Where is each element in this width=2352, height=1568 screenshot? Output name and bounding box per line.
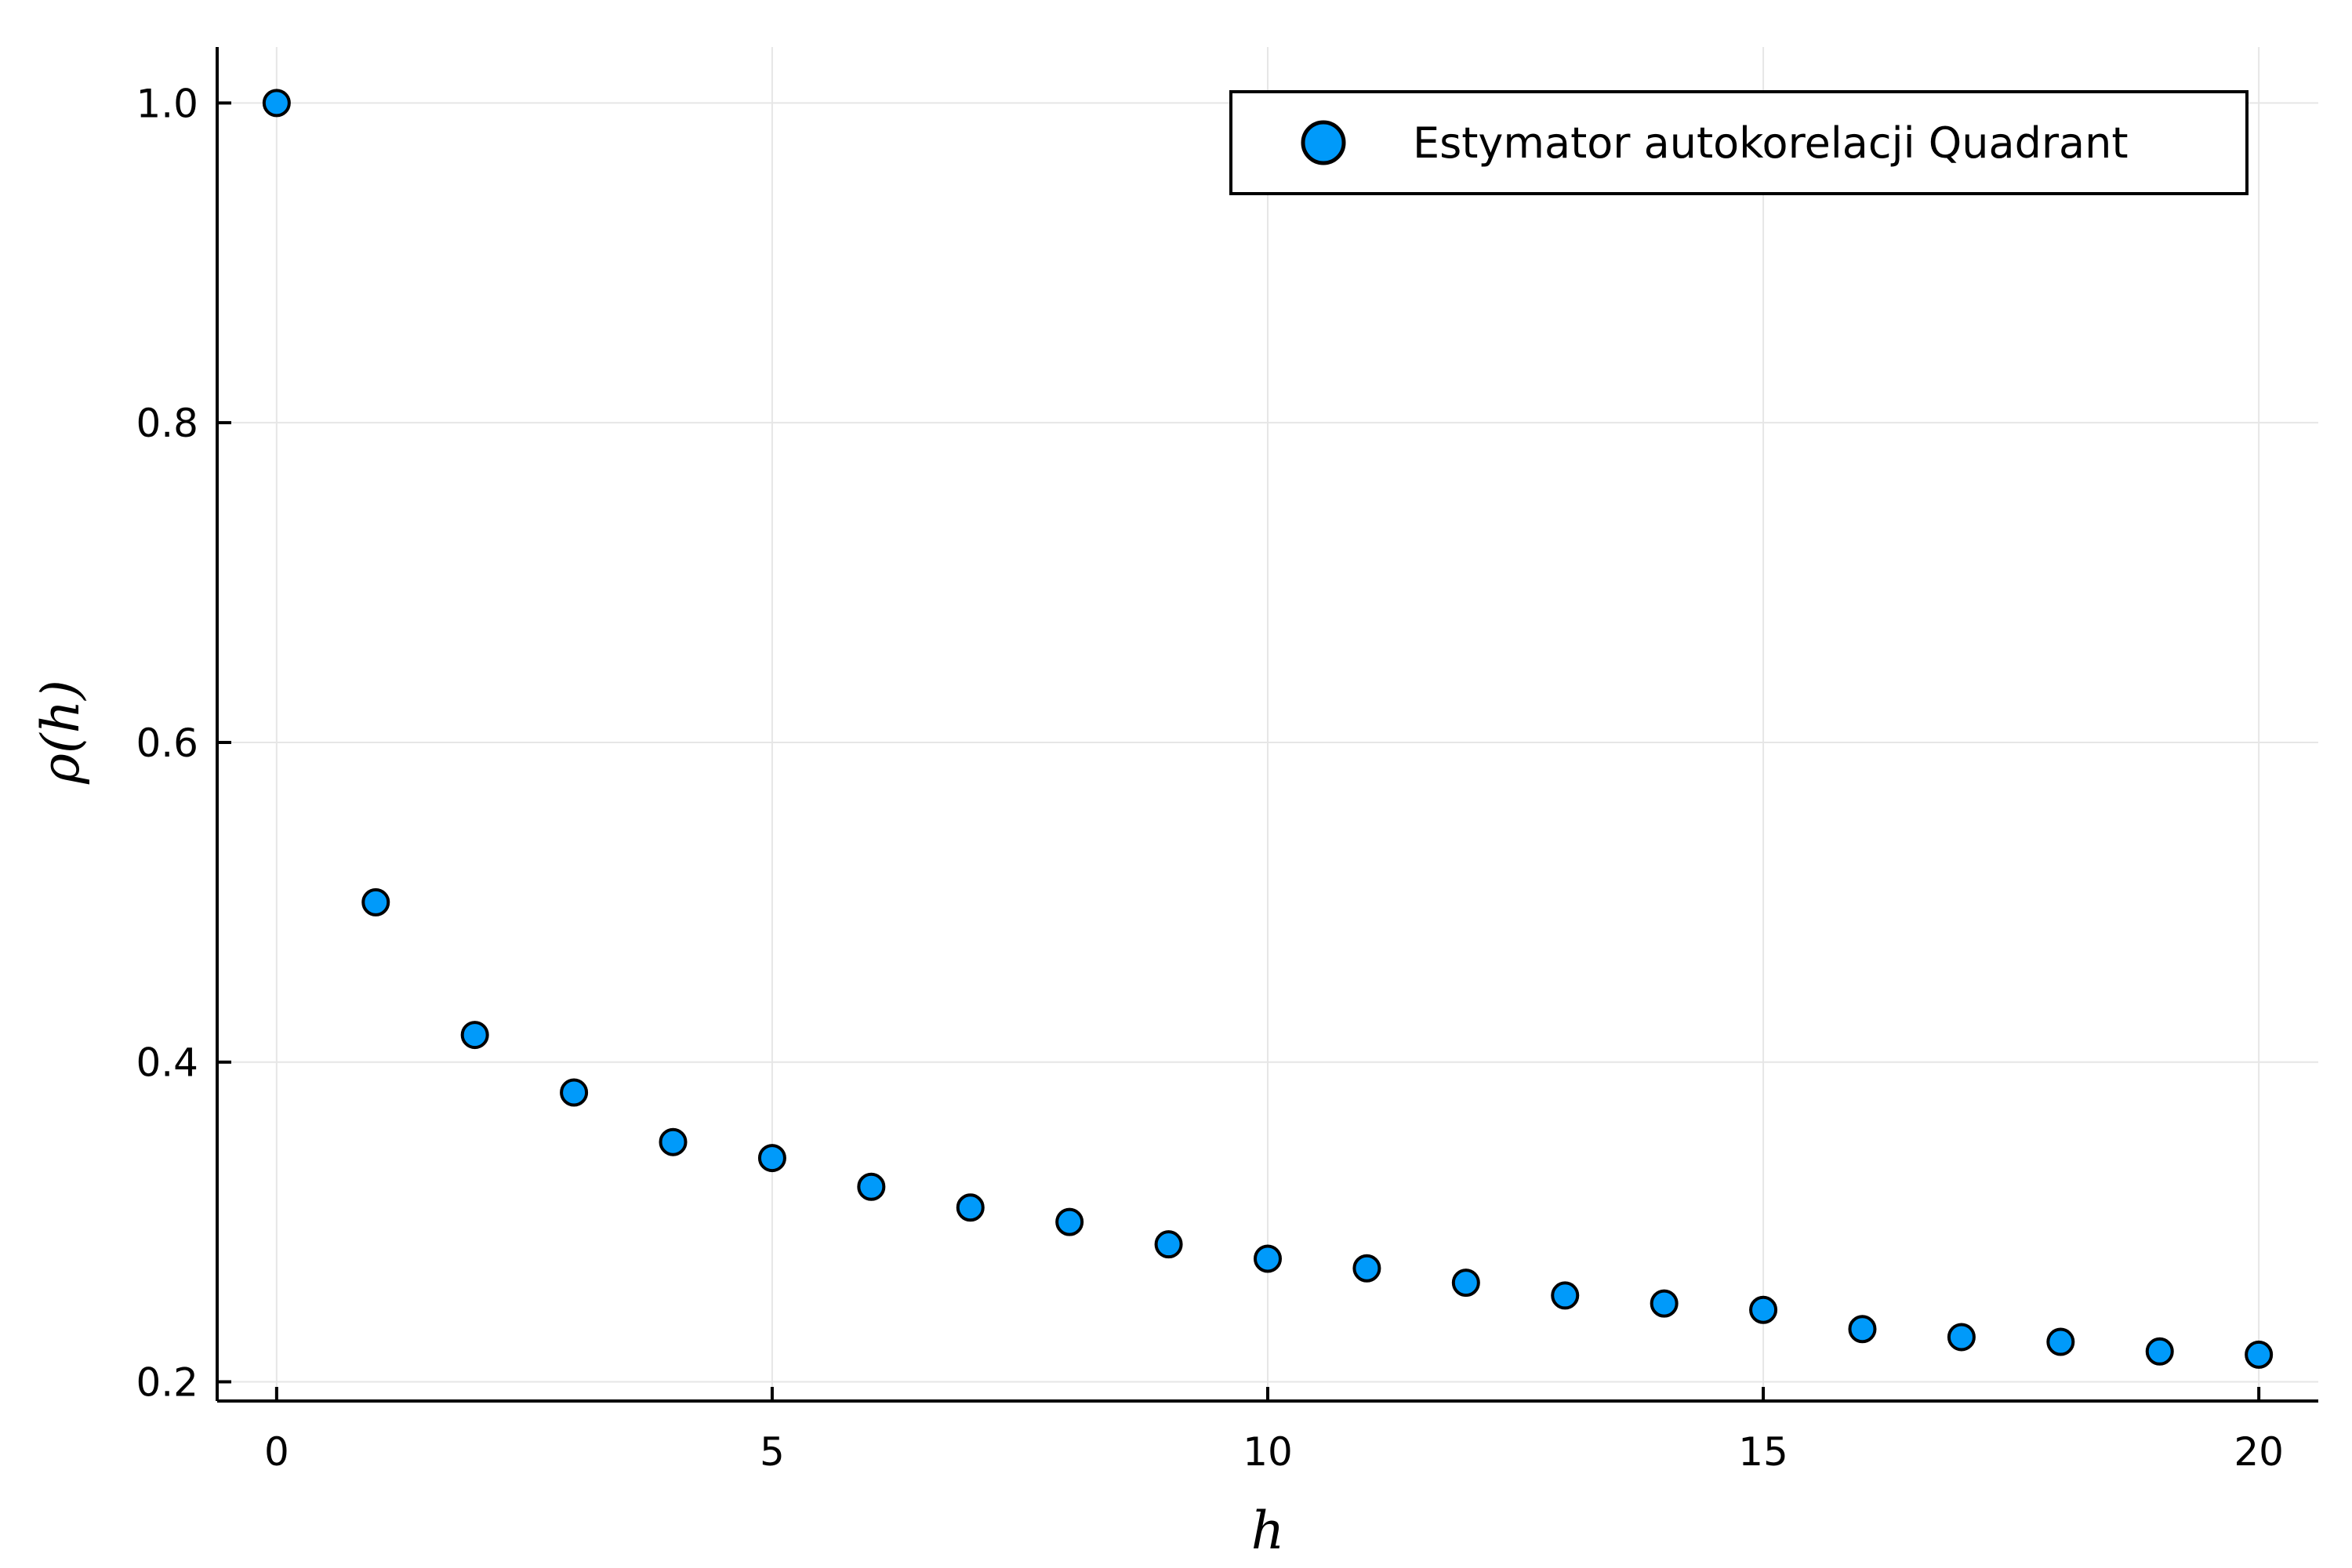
data-point xyxy=(1451,1269,1480,1298)
data-point xyxy=(757,1144,786,1173)
y-tick-label: 0.6 xyxy=(136,720,198,766)
data-point xyxy=(361,887,390,916)
legend-box xyxy=(1229,90,2249,195)
x-tick-label: 20 xyxy=(2234,1429,2284,1475)
y-axis-label: ρ(h) xyxy=(31,680,91,785)
y-tick-label: 0.4 xyxy=(136,1040,198,1086)
data-points xyxy=(262,89,2274,1369)
x-tick-label: 15 xyxy=(1738,1429,1788,1475)
x-tick-label: 10 xyxy=(1243,1429,1293,1475)
data-point xyxy=(1154,1230,1183,1259)
data-point xyxy=(1254,1244,1282,1273)
data-point xyxy=(2046,1327,2075,1356)
tick-labels: 0 5 10 15 20 0.2 0.4 0.6 0.8 1.0 xyxy=(136,81,2283,1475)
data-point xyxy=(1055,1207,1084,1236)
y-tick-label: 0.2 xyxy=(136,1360,198,1406)
y-tick-label: 0.8 xyxy=(136,401,198,446)
y-tick-label: 1.0 xyxy=(136,81,198,126)
x-tick-label: 0 xyxy=(264,1429,289,1475)
data-point xyxy=(1551,1281,1580,1310)
data-point xyxy=(460,1021,489,1050)
x-axis-label: h xyxy=(1251,1501,1285,1561)
data-point xyxy=(1947,1323,1976,1352)
data-point xyxy=(1749,1295,1778,1324)
data-point xyxy=(857,1172,886,1201)
legend-marker xyxy=(1301,120,1346,165)
legend-label: Estymator autokorelacji Quadrant xyxy=(1413,118,2129,168)
data-point xyxy=(2145,1337,2174,1366)
legend: Estymator autokorelacji Quadrant xyxy=(1229,90,2249,195)
data-point xyxy=(1352,1254,1381,1283)
data-point xyxy=(2245,1340,2274,1369)
data-point xyxy=(659,1127,688,1156)
data-point xyxy=(956,1193,985,1222)
data-point xyxy=(1848,1315,1877,1344)
data-point xyxy=(262,89,291,118)
data-point xyxy=(560,1078,589,1107)
data-point xyxy=(1650,1289,1679,1318)
axes xyxy=(216,47,2318,1403)
x-tick-label: 5 xyxy=(760,1429,785,1475)
